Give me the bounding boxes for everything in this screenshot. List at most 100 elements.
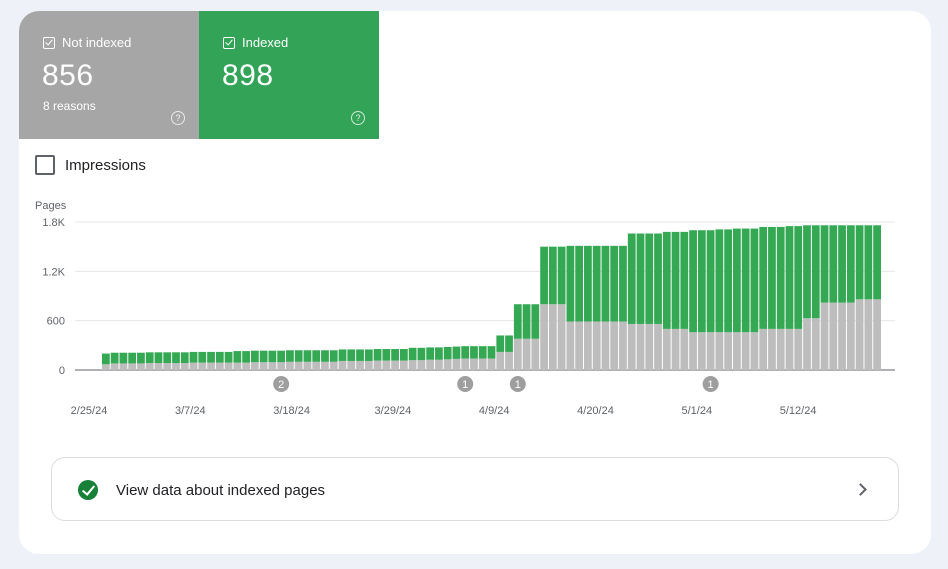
bar-indexed[interactable] bbox=[803, 225, 811, 319]
bar-not-indexed[interactable] bbox=[531, 338, 540, 370]
bar-not-indexed[interactable] bbox=[426, 359, 435, 370]
bar-indexed[interactable] bbox=[592, 245, 601, 322]
bar-not-indexed[interactable] bbox=[163, 363, 172, 370]
bar-not-indexed[interactable] bbox=[443, 359, 452, 370]
bar-not-indexed[interactable] bbox=[592, 321, 601, 370]
not-indexed-tile[interactable]: Not indexed 856 8 reasons ? bbox=[19, 11, 199, 139]
bar-indexed[interactable] bbox=[505, 335, 513, 352]
bar-not-indexed[interactable] bbox=[382, 360, 391, 370]
bar-not-indexed[interactable] bbox=[207, 362, 215, 370]
bar-not-indexed[interactable] bbox=[268, 362, 277, 370]
bar-indexed[interactable] bbox=[163, 352, 172, 364]
bar-not-indexed[interactable] bbox=[619, 321, 627, 370]
bar-indexed[interactable] bbox=[838, 225, 846, 303]
bar-not-indexed[interactable] bbox=[803, 318, 811, 370]
bar-not-indexed[interactable] bbox=[119, 363, 128, 370]
bar-indexed[interactable] bbox=[242, 351, 250, 363]
bar-indexed[interactable] bbox=[820, 225, 829, 303]
bar-indexed[interactable] bbox=[487, 346, 496, 359]
bar-not-indexed[interactable] bbox=[566, 321, 575, 370]
bar-indexed[interactable] bbox=[347, 349, 356, 361]
bar-indexed[interactable] bbox=[391, 349, 399, 361]
bar-indexed[interactable] bbox=[312, 350, 321, 362]
bar-indexed[interactable] bbox=[329, 350, 338, 362]
bar-not-indexed[interactable] bbox=[435, 359, 443, 370]
bar-not-indexed[interactable] bbox=[776, 328, 785, 370]
bar-not-indexed[interactable] bbox=[373, 360, 382, 370]
bar-not-indexed[interactable] bbox=[505, 351, 513, 370]
bar-indexed[interactable] bbox=[435, 347, 443, 360]
bar-not-indexed[interactable] bbox=[584, 321, 592, 370]
bar-indexed[interactable] bbox=[619, 245, 627, 322]
view-indexed-pages-link[interactable]: View data about indexed pages bbox=[51, 457, 899, 521]
bar-indexed[interactable] bbox=[417, 347, 426, 361]
bar-not-indexed[interactable] bbox=[838, 302, 846, 370]
bar-indexed[interactable] bbox=[233, 351, 242, 363]
bar-not-indexed[interactable] bbox=[864, 299, 873, 370]
bar-not-indexed[interactable] bbox=[820, 302, 829, 370]
bar-not-indexed[interactable] bbox=[102, 364, 110, 370]
bar-not-indexed[interactable] bbox=[259, 362, 268, 370]
bar-indexed[interactable] bbox=[119, 352, 128, 364]
bar-not-indexed[interactable] bbox=[408, 360, 417, 370]
bar-not-indexed[interactable] bbox=[645, 323, 654, 370]
bar-not-indexed[interactable] bbox=[180, 363, 189, 370]
bar-indexed[interactable] bbox=[697, 230, 706, 333]
bar-indexed[interactable] bbox=[286, 350, 294, 362]
bar-not-indexed[interactable] bbox=[733, 332, 741, 370]
help-circle-icon[interactable]: ? bbox=[351, 111, 365, 125]
bar-indexed[interactable] bbox=[338, 349, 347, 361]
bar-indexed[interactable] bbox=[759, 226, 768, 329]
bar-indexed[interactable] bbox=[855, 225, 864, 300]
bar-indexed[interactable] bbox=[864, 225, 873, 300]
bar-not-indexed[interactable] bbox=[329, 361, 338, 370]
bar-not-indexed[interactable] bbox=[680, 328, 689, 370]
bar-not-indexed[interactable] bbox=[706, 332, 715, 370]
bar-not-indexed[interactable] bbox=[215, 362, 224, 370]
annotation-dot[interactable] bbox=[509, 376, 526, 392]
bar-not-indexed[interactable] bbox=[548, 304, 557, 370]
bar-indexed[interactable] bbox=[478, 346, 487, 359]
checkbox-checked-icon[interactable] bbox=[223, 37, 235, 49]
bar-not-indexed[interactable] bbox=[303, 361, 312, 370]
bar-indexed[interactable] bbox=[277, 350, 286, 363]
bar-not-indexed[interactable] bbox=[873, 299, 881, 370]
bar-not-indexed[interactable] bbox=[242, 362, 250, 370]
indexed-tile[interactable]: Indexed 898 ? bbox=[199, 11, 379, 139]
bar-indexed[interactable] bbox=[873, 225, 881, 300]
bar-indexed[interactable] bbox=[250, 350, 259, 363]
bar-not-indexed[interactable] bbox=[575, 321, 584, 370]
bar-not-indexed[interactable] bbox=[250, 362, 259, 370]
bar-indexed[interactable] bbox=[540, 246, 548, 305]
bar-not-indexed[interactable] bbox=[189, 362, 198, 370]
bar-not-indexed[interactable] bbox=[715, 332, 724, 370]
bar-indexed[interactable] bbox=[531, 304, 540, 339]
bar-indexed[interactable] bbox=[172, 352, 180, 364]
bar-indexed[interactable] bbox=[268, 350, 277, 363]
bar-indexed[interactable] bbox=[303, 350, 312, 362]
bar-indexed[interactable] bbox=[689, 230, 697, 333]
bar-not-indexed[interactable] bbox=[338, 360, 347, 370]
bar-indexed[interactable] bbox=[102, 353, 110, 365]
bar-not-indexed[interactable] bbox=[294, 361, 303, 370]
bar-indexed[interactable] bbox=[470, 346, 478, 359]
bar-indexed[interactable] bbox=[671, 231, 680, 329]
bar-indexed[interactable] bbox=[566, 245, 575, 322]
bar-not-indexed[interactable] bbox=[846, 302, 855, 370]
bar-not-indexed[interactable] bbox=[417, 360, 426, 370]
bar-indexed[interactable] bbox=[724, 229, 733, 333]
bar-not-indexed[interactable] bbox=[198, 362, 207, 370]
bar-not-indexed[interactable] bbox=[286, 361, 294, 370]
bar-indexed[interactable] bbox=[584, 245, 592, 322]
bar-indexed[interactable] bbox=[128, 352, 137, 364]
bar-indexed[interactable] bbox=[829, 225, 838, 303]
bar-indexed[interactable] bbox=[382, 349, 391, 361]
bar-not-indexed[interactable] bbox=[110, 363, 119, 370]
bar-not-indexed[interactable] bbox=[277, 362, 286, 370]
bar-not-indexed[interactable] bbox=[829, 302, 838, 370]
bar-not-indexed[interactable] bbox=[610, 321, 619, 370]
bar-indexed[interactable] bbox=[364, 349, 373, 361]
bar-not-indexed[interactable] bbox=[364, 360, 373, 370]
checkbox-empty-icon[interactable] bbox=[35, 155, 55, 175]
bar-not-indexed[interactable] bbox=[137, 363, 145, 370]
